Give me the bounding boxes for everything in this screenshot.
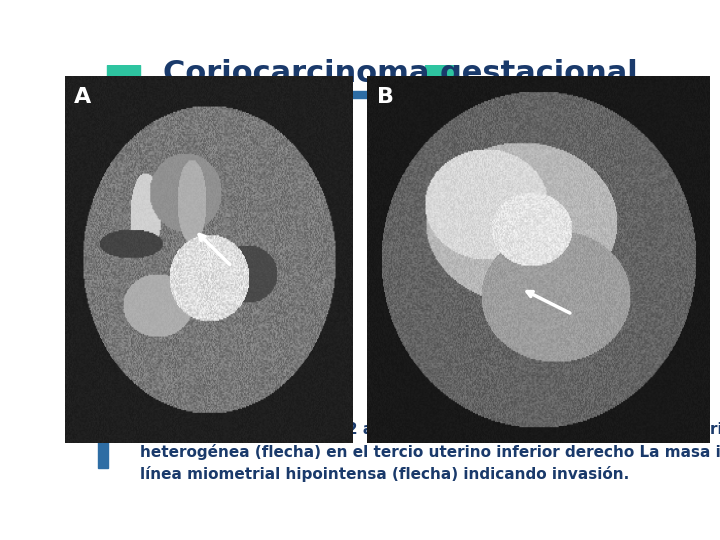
Text: Imagen potenciada en T2 axial (A) y sagital (B) con una masa hiperintensa y
hete: Imagen potenciada en T2 axial (A) y sagi… <box>140 422 720 482</box>
Bar <box>441 82 472 119</box>
Bar <box>96 85 126 123</box>
Text: Coriocarcinoma gestacional: Coriocarcinoma gestacional <box>163 59 637 87</box>
Bar <box>425 65 458 102</box>
Bar <box>107 65 140 106</box>
Bar <box>99 91 637 98</box>
FancyArrow shape <box>99 77 109 468</box>
Text: B: B <box>377 86 395 106</box>
Text: A: A <box>73 86 91 106</box>
